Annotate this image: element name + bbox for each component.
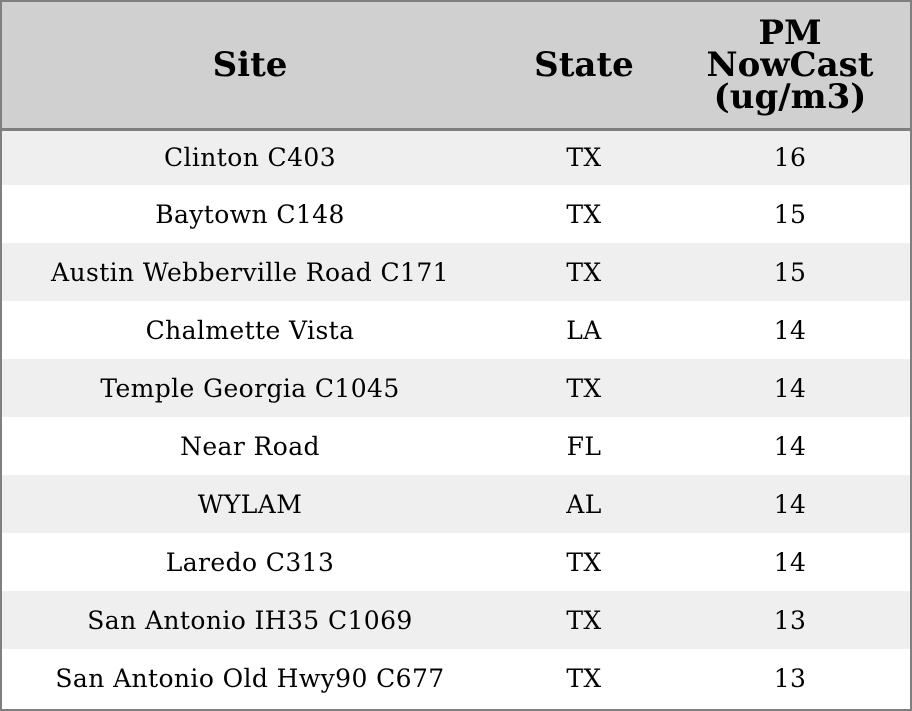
header-pm-line2: NowCast [706,44,874,85]
table-row: San Antonio IH35 C1069 TX 13 [2,591,910,649]
cell-state: LA [566,315,602,345]
cell-site: San Antonio Old Hwy90 C677 [55,663,445,693]
cell-pm: 14 [773,489,807,519]
cell-pm: 15 [773,257,807,287]
table-body: Clinton C403 TX 16 Baytown C148 TX 15 Au… [2,129,910,707]
table-row: Laredo C313 TX 14 [2,533,910,591]
header-site[interactable]: Site [2,2,498,131]
cell-pm: 15 [773,199,807,229]
table-row: San Antonio Old Hwy90 C677 TX 13 [2,649,910,707]
cell-state: TX [566,257,602,287]
cell-site: Temple Georgia C1045 [100,373,400,403]
cell-state: TX [566,143,602,173]
table-row: Austin Webberville Road C171 TX 15 [2,243,910,301]
header-state[interactable]: State [498,2,670,131]
table-row: Clinton C403 TX 16 [2,129,910,185]
cell-pm: 13 [773,605,807,635]
table-header: Site State PM NowCast (ug/m3) [2,2,910,131]
cell-state: FL [566,431,602,461]
header-pm-line3: (ug/m3) [713,76,867,117]
cell-site: WYLAM [197,489,303,519]
cell-state: TX [566,663,602,693]
table-row: Near Road FL 14 [2,417,910,475]
cell-site: Baytown C148 [155,199,345,229]
header-pm-line1: PM [758,12,822,53]
cell-pm: 13 [773,663,807,693]
cell-pm: 16 [773,143,807,173]
cell-pm: 14 [773,373,807,403]
cell-site: Chalmette Vista [145,315,355,345]
cell-site: Near Road [180,431,320,461]
table-row: Temple Georgia C1045 TX 14 [2,359,910,417]
cell-state: TX [566,199,602,229]
cell-pm: 14 [773,547,807,577]
cell-state: TX [566,605,602,635]
table-row: Baytown C148 TX 15 [2,185,910,243]
cell-state: AL [566,489,602,519]
cell-site: Austin Webberville Road C171 [51,257,449,287]
cell-site: San Antonio IH35 C1069 [87,605,413,635]
cell-state: TX [566,373,602,403]
cell-site: Laredo C313 [165,547,335,577]
cell-pm: 14 [773,315,807,345]
header-pm-nowcast[interactable]: PM NowCast (ug/m3) [670,2,910,131]
header-row: Site State PM NowCast (ug/m3) [2,2,910,131]
table-row: WYLAM AL 14 [2,475,910,533]
cell-site: Clinton C403 [163,143,336,173]
table-row: Chalmette Vista LA 14 [2,301,910,359]
cell-pm: 14 [773,431,807,461]
cell-state: TX [566,547,602,577]
